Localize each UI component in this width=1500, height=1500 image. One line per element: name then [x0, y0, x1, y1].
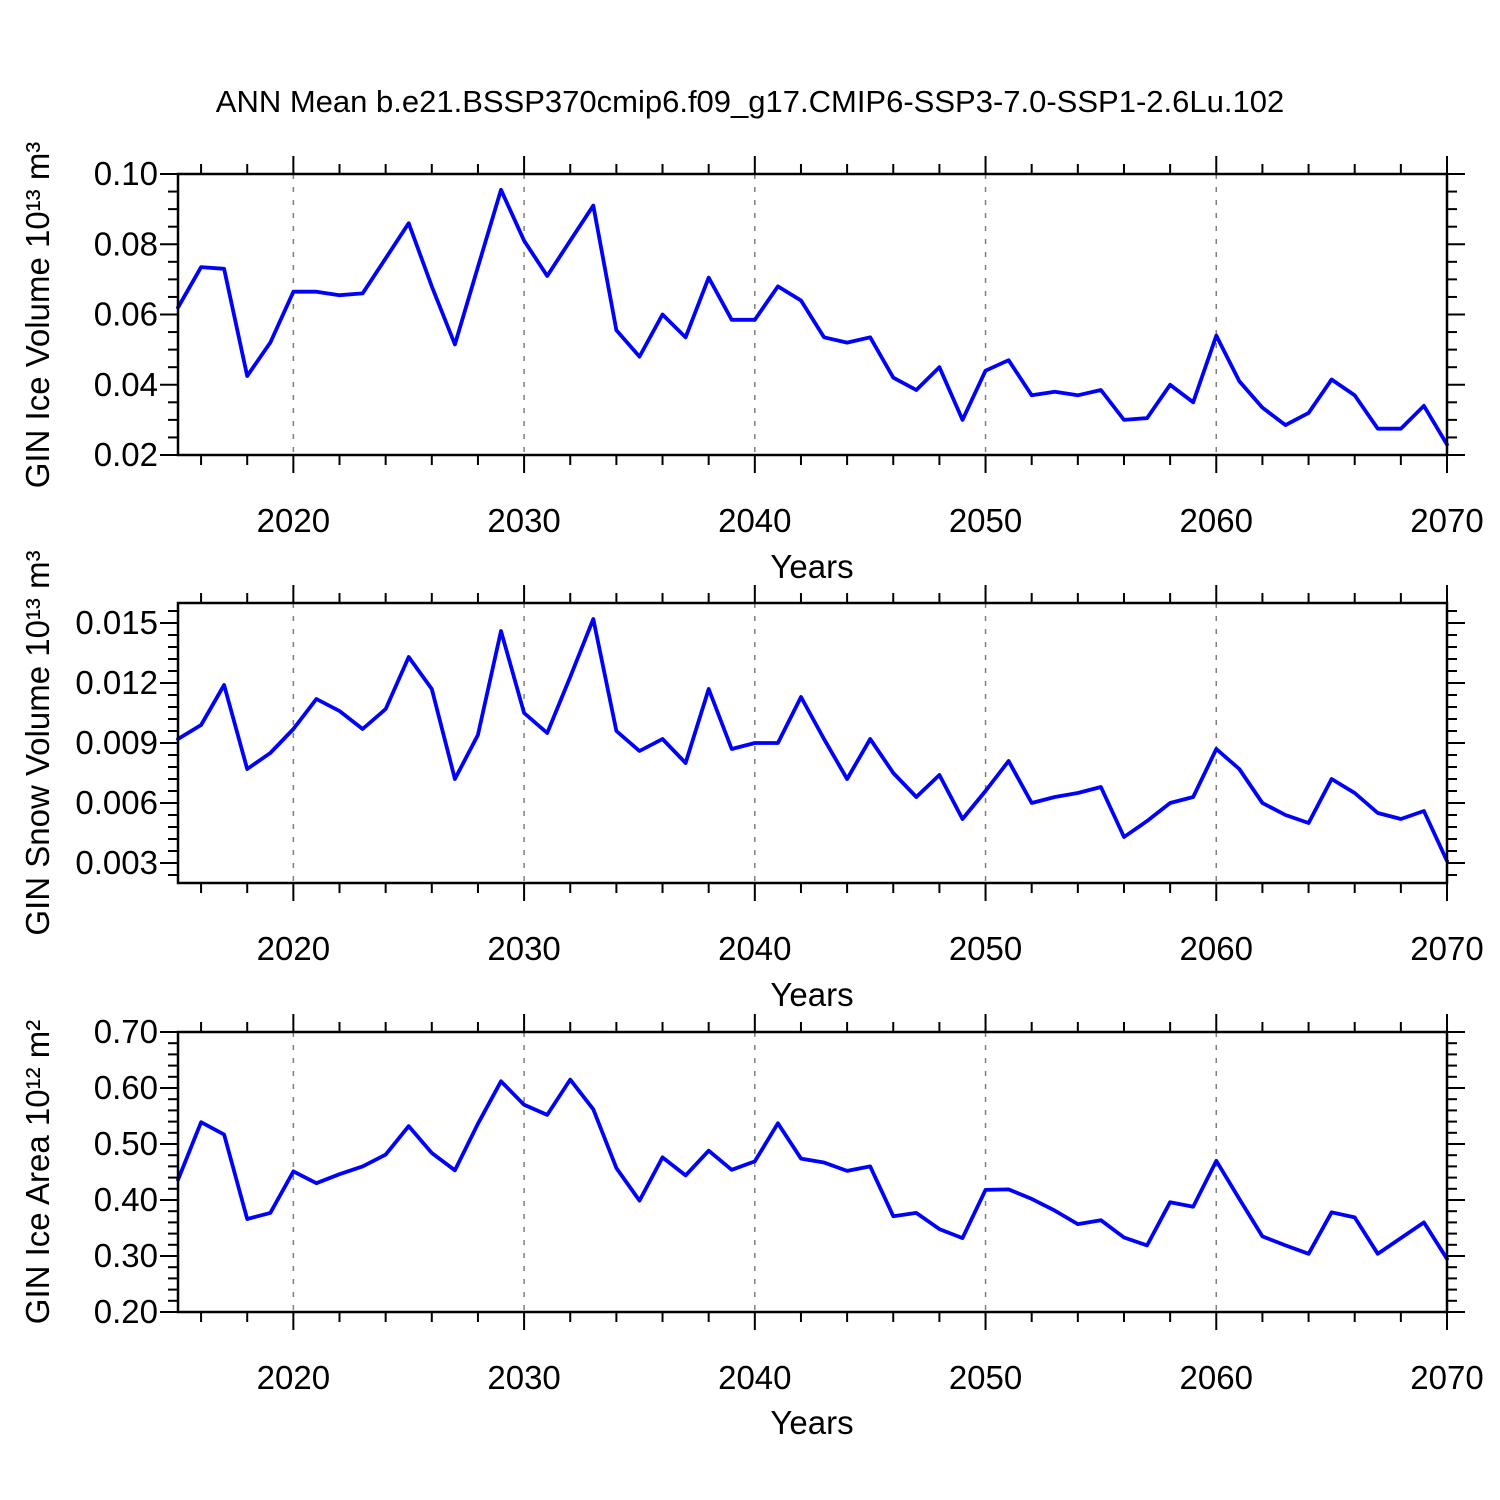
y-axis-title-ice-area: GIN Ice Area 10¹² m² — [19, 1019, 56, 1325]
panel-2: 2020 2030 2040 2050 2060 2070 0.003 0.006 0.009 0… — [75, 585, 1484, 967]
series-line — [176, 617, 1449, 863]
y-tick-label: 0.30 — [94, 1237, 158, 1274]
x-tick-label: 2040 — [718, 502, 791, 539]
x-tick-label: 2040 — [718, 930, 791, 967]
x-tick-label: 2020 — [257, 502, 330, 539]
series-line — [176, 187, 1449, 447]
x-tick-label: 2060 — [1180, 930, 1253, 967]
y-tick-label: 0.20 — [94, 1293, 158, 1330]
x-tick-label: 2050 — [949, 502, 1022, 539]
y-tick-label: 0.70 — [94, 1013, 158, 1050]
y-tick-label: 0.40 — [94, 1181, 158, 1218]
x-axis-title-years-panel-3: Years — [770, 1404, 854, 1441]
y-tick-label: 0.015 — [75, 604, 158, 641]
axes-frame — [176, 172, 1449, 457]
x-tick-label: 2020 — [257, 1359, 330, 1396]
x-axis-title-years-panel-2: Years — [770, 976, 854, 1013]
panel-1: 2020 2030 2040 2050 2060 2070 0.02 0.04 0.06 0.08… — [94, 155, 1484, 539]
x-tick-label: 2060 — [1180, 1359, 1253, 1396]
y-axis-title-snow-volume: GIN Snow Volume 10¹³ m³ — [19, 550, 56, 936]
y-tick-label: 0.04 — [94, 366, 158, 403]
x-tick-label: 2070 — [1410, 1359, 1483, 1396]
y-tick-label: 0.60 — [94, 1069, 158, 1106]
y-tick-label: 0.02 — [94, 436, 158, 473]
x-tick-label: 2020 — [257, 930, 330, 967]
axes-frame — [176, 601, 1449, 885]
chart-title: ANN Mean b.e21.BSSP370cmip6.f09_g17.CMIP… — [215, 84, 1285, 119]
y-tick-label: 0.012 — [75, 664, 158, 701]
y-tick-label: 0.50 — [94, 1125, 158, 1162]
x-tick-label: 2030 — [487, 502, 560, 539]
y-tick-label: 0.003 — [75, 844, 158, 881]
y-tick-label: 0.06 — [94, 296, 158, 333]
x-tick-label: 2070 — [1410, 930, 1483, 967]
x-tick-label: 2050 — [949, 930, 1022, 967]
x-tick-label: 2070 — [1410, 502, 1483, 539]
x-tick-label: 2060 — [1180, 502, 1253, 539]
x-axis-title-years-panel-1: Years — [770, 548, 854, 585]
x-tick-label: 2030 — [487, 1359, 560, 1396]
x-tick-label: 2050 — [949, 1359, 1022, 1396]
y-tick-label: 0.006 — [75, 784, 158, 821]
y-tick-label: 0.10 — [94, 155, 158, 192]
y-tick-label: 0.08 — [94, 225, 158, 262]
series-line — [176, 1077, 1449, 1261]
y-tick-label: 0.009 — [75, 724, 158, 761]
x-tick-label: 2040 — [718, 1359, 791, 1396]
panel-3: 2020 2030 2040 2050 2060 2070 0.20 0.30 0.40 0.50… — [94, 1013, 1484, 1396]
axes-frame — [176, 1030, 1449, 1314]
y-axis-title-ice-volume: GIN Ice Volume 10¹³ m³ — [19, 141, 56, 489]
x-tick-label: 2030 — [487, 930, 560, 967]
